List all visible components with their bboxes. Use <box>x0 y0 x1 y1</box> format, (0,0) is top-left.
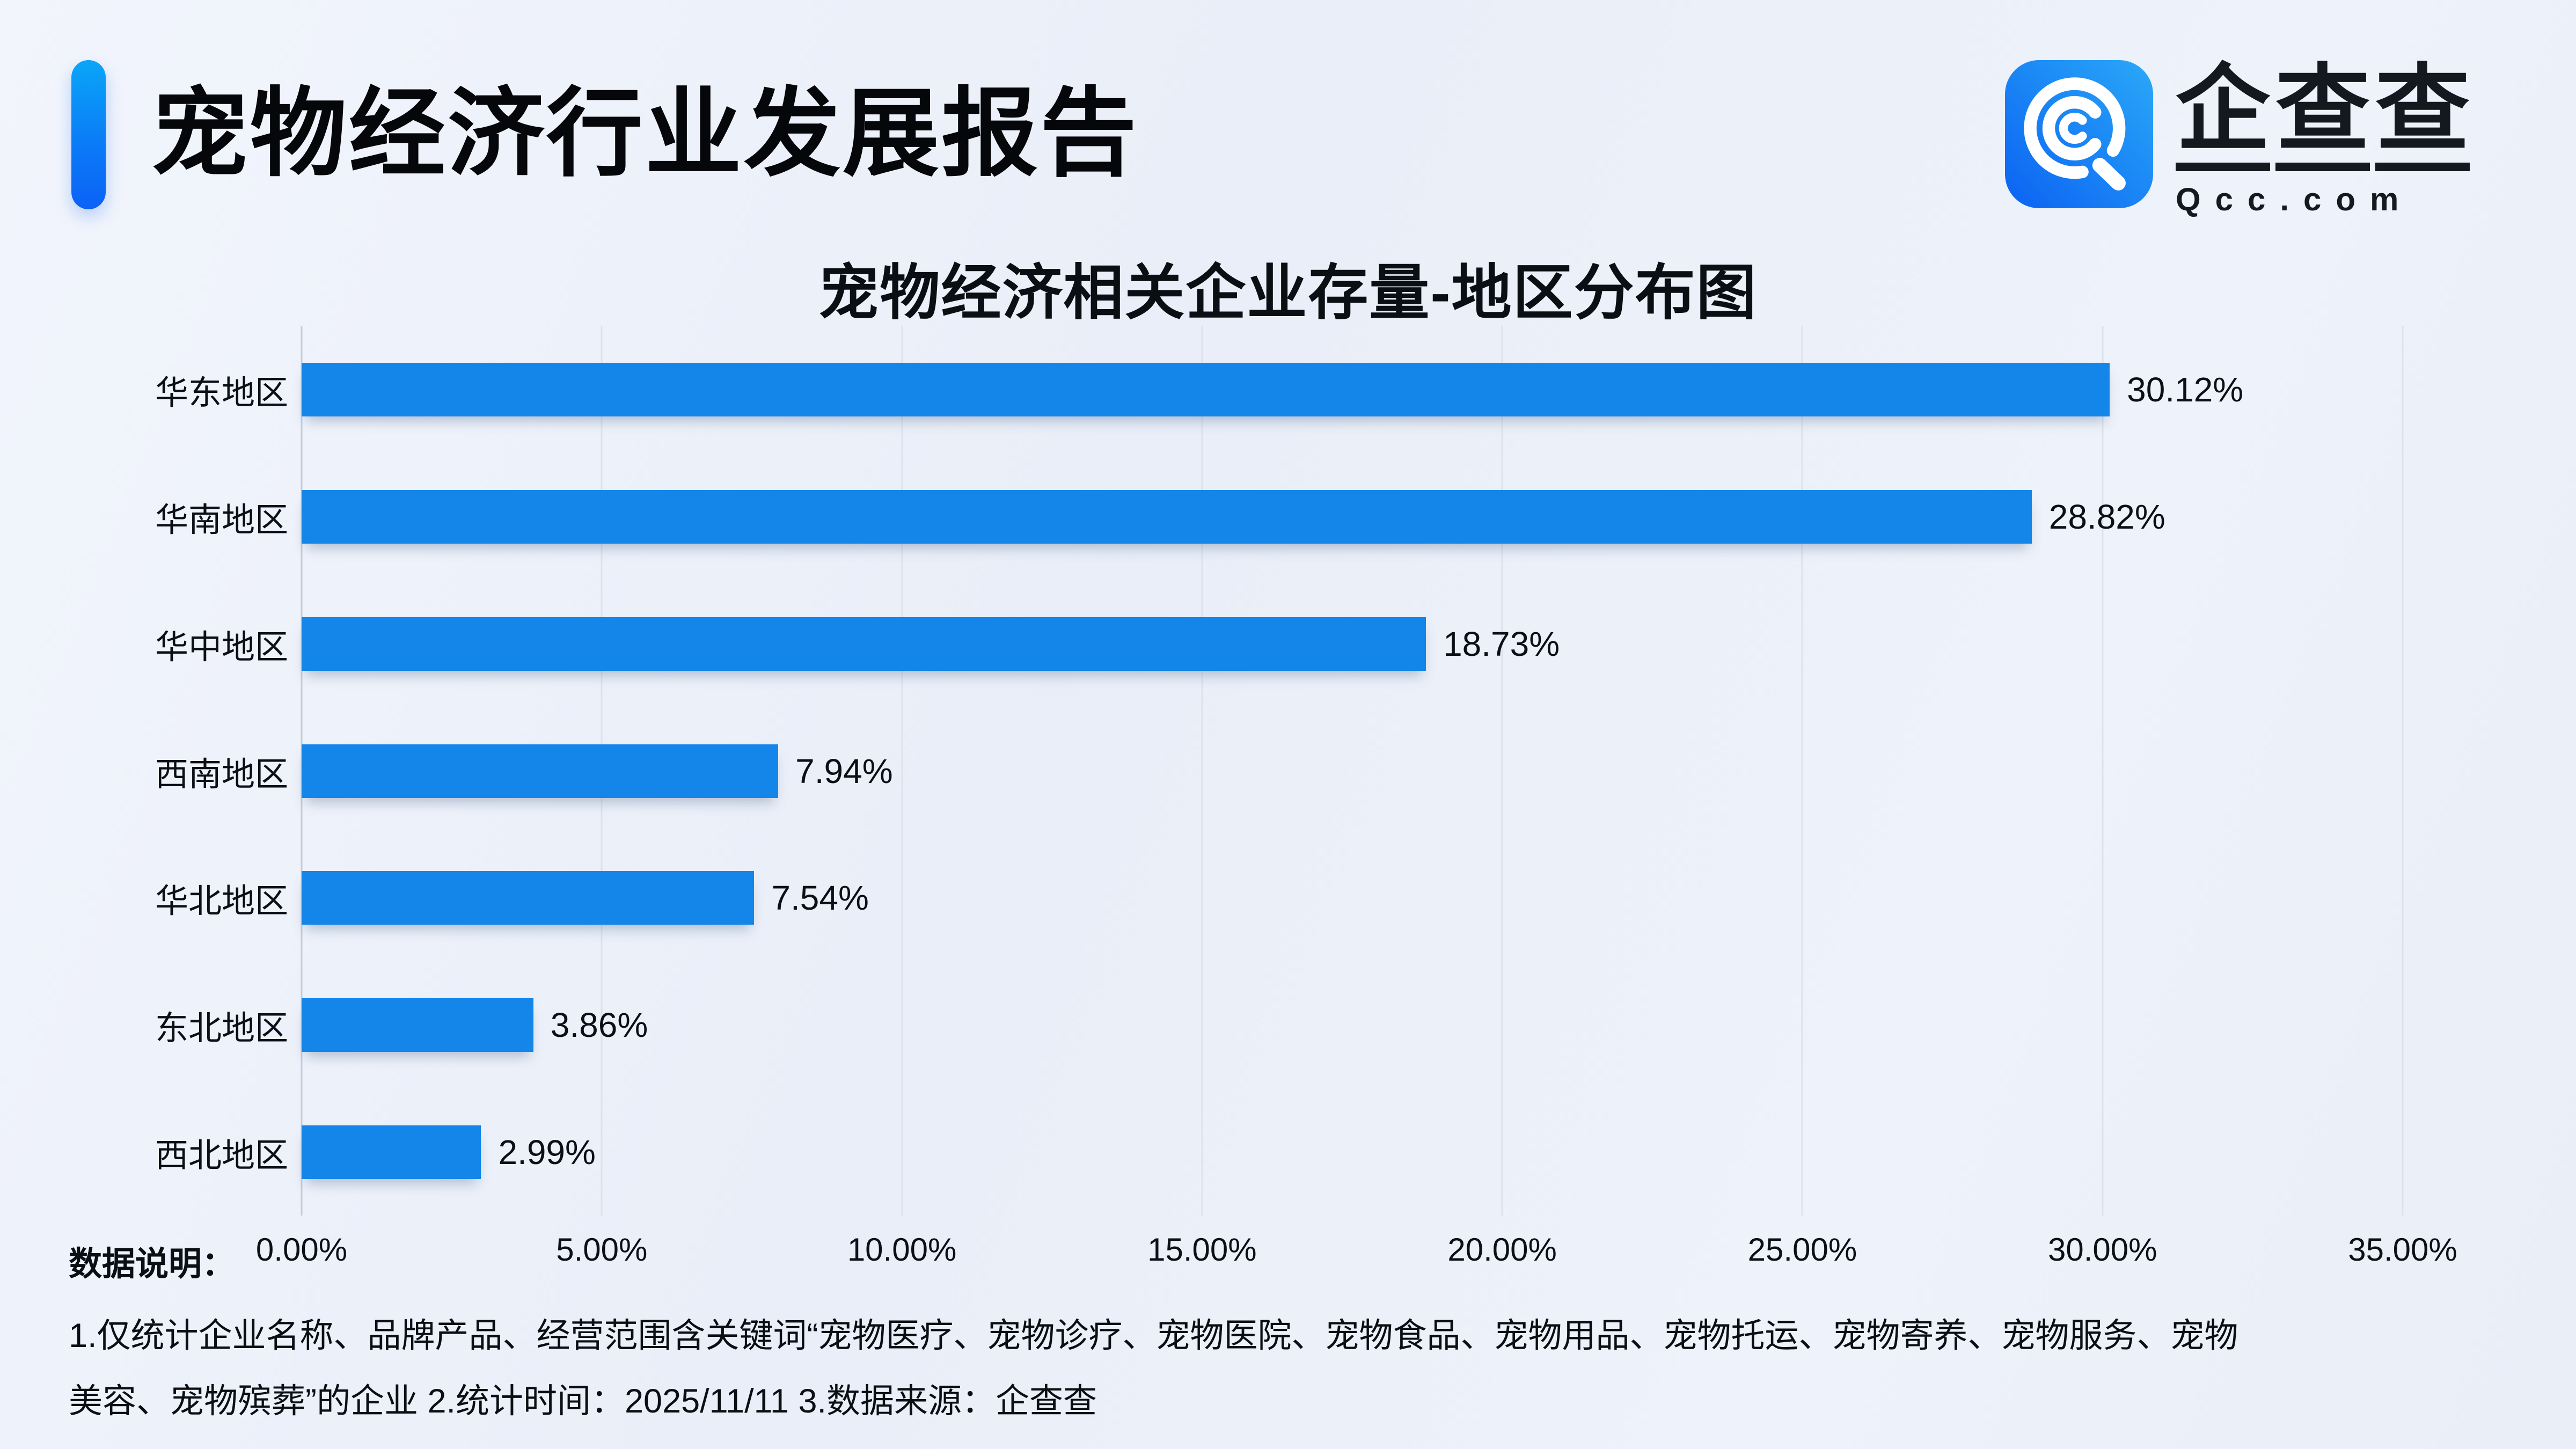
qcc-logo: 企 查 查 Qcc.com <box>2004 60 2470 218</box>
value-label: 3.86% <box>550 1005 648 1044</box>
qcc-logo-icon <box>2004 60 2153 208</box>
bar <box>302 871 755 925</box>
category-label: 华南地区 <box>155 502 288 539</box>
bar-row: 18.73% <box>302 580 2403 707</box>
category-label: 华中地区 <box>155 628 288 666</box>
value-label: 28.82% <box>2048 497 2165 537</box>
value-label: 7.54% <box>771 879 869 918</box>
category-label: 西南地区 <box>155 756 288 793</box>
bar <box>302 998 533 1052</box>
x-tick-label: 20.00% <box>1447 1232 1557 1268</box>
bar-row: 7.54% <box>302 835 2403 962</box>
page-title: 宠物经济行业发展报告 <box>151 80 1139 188</box>
footnotes: 1.仅统计企业名称、品牌产品、经营范围含关键词“宠物医疗、宠物诊疗、宠物医院、宠… <box>69 1303 2516 1434</box>
gridline <box>1801 326 1803 1216</box>
footnote-line: 美容、宠物殡葬”的企业 2.统计时间：2025/11/11 3.数据来源：企查查 <box>69 1382 1097 1420</box>
x-axis-ticks: 0.00% 5.00% 10.00% 15.00% 20.00% 25.00% 30.00%… <box>256 1231 2457 1274</box>
value-label: 7.94% <box>795 751 893 791</box>
bar-row: 30.12% <box>302 326 2403 453</box>
gridline <box>1501 326 1503 1216</box>
x-tick-label: 30.00% <box>2047 1232 2157 1268</box>
gridline <box>2102 326 2104 1216</box>
x-tick-label: 25.00% <box>1747 1232 1857 1268</box>
bar <box>302 744 779 798</box>
gridline <box>2402 326 2404 1216</box>
category-label: 西北地区 <box>155 1137 288 1174</box>
qcc-logo-text: 企 查 查 Qcc.com <box>2175 60 2470 218</box>
chart-title: 宠物经济相关企业存量-地区分布图 <box>818 259 1758 326</box>
gridline <box>1201 326 1203 1216</box>
qcc-logo-char: 查 <box>2275 60 2370 171</box>
qcc-logo-char: 企 <box>2175 60 2270 171</box>
bar-row: 3.86% <box>302 962 2403 1089</box>
category-label: 华东地区 <box>155 375 288 412</box>
category-label: 华北地区 <box>155 883 288 920</box>
notes-label: 数据说明： <box>69 1246 236 1283</box>
plot-area: 30.12% 28.82% 18.73% 7.94% 7.54% 3.86% 2… <box>301 326 2404 1216</box>
footnote-line: 1.仅统计企业名称、品牌产品、经营范围含关键词“宠物医疗、宠物诊疗、宠物医院、宠… <box>69 1317 2238 1355</box>
value-label: 30.12% <box>2127 370 2244 409</box>
bar <box>302 617 1426 671</box>
category-label: 东北地区 <box>155 1009 288 1047</box>
qcc-logo-name: 企 查 查 <box>2175 60 2470 171</box>
bar-rows: 30.12% 28.82% 18.73% 7.94% 7.54% 3.86% 2… <box>302 326 2403 1216</box>
qcc-logo-domain: Qcc.com <box>2175 181 2413 217</box>
qcc-logo-char: 查 <box>2375 60 2470 171</box>
value-label: 18.73% <box>1443 624 1560 663</box>
bar <box>302 363 2110 417</box>
category-axis: 华东地区华南地区华中地区西南地区华北地区东北地区西北地区 <box>0 326 288 1216</box>
bar-row: 7.94% <box>302 707 2403 835</box>
value-label: 2.99% <box>498 1132 596 1172</box>
bar-row: 28.82% <box>302 453 2403 581</box>
bar <box>302 1125 481 1179</box>
title-accent-bar <box>71 60 106 209</box>
x-tick-label: 0.00% <box>255 1232 348 1268</box>
x-tick-label: 15.00% <box>1147 1232 1257 1268</box>
gridline <box>901 326 903 1216</box>
x-tick-label: 10.00% <box>847 1232 957 1268</box>
bar-row: 2.99% <box>302 1088 2403 1216</box>
x-tick-label: 5.00% <box>556 1232 648 1268</box>
bar <box>302 490 2032 544</box>
x-tick-label: 35.00% <box>2348 1232 2457 1268</box>
